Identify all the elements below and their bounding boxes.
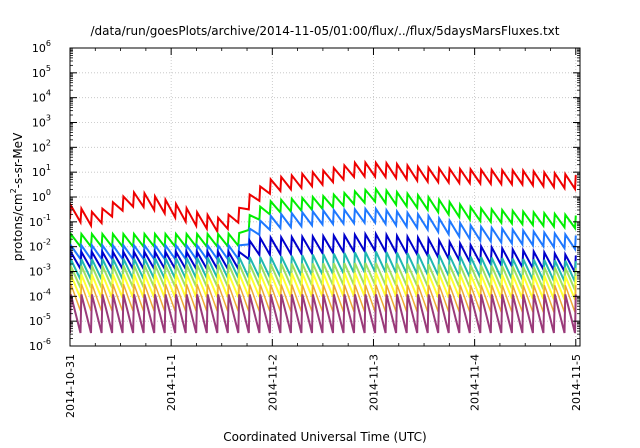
y-tick-label: 101: [32, 163, 51, 179]
y-tick-exponent: 5: [46, 64, 51, 73]
y-tick-base: 10: [32, 42, 46, 55]
y-tick-exponent: -1: [43, 213, 51, 222]
y-tick-base: 10: [29, 241, 43, 254]
y-tick-base: 10: [32, 191, 46, 204]
y-tick-exponent: -5: [43, 312, 51, 321]
y-axis-label: protons/cm2-s-sr-MeV: [9, 132, 25, 261]
y-tick-exponent: 6: [46, 39, 51, 48]
x-tick-label: 2014-11-5: [570, 354, 583, 411]
x-tick-label: 2014-10-31: [64, 354, 77, 418]
y-tick-base: 10: [29, 290, 43, 303]
y-tick-label: 10-2: [29, 238, 51, 254]
y-tick-exponent: -4: [43, 287, 51, 296]
y-tick-exponent: 4: [46, 89, 51, 98]
y-tick-base: 10: [29, 266, 43, 279]
y-axis-label-rest: -s-sr-MeV: [11, 132, 25, 188]
y-tick-exponent: 3: [46, 114, 51, 123]
y-tick-label: 100: [32, 188, 51, 204]
y-tick-label: 10-1: [29, 213, 51, 229]
axis-ticks: [69, 47, 580, 347]
chart-title: /data/run/goesPlots/archive/2014-11-05/0…: [91, 24, 560, 38]
y-tick-base: 10: [32, 141, 46, 154]
y-tick-base: 10: [29, 340, 43, 353]
x-tick-label: 2014-11-1: [165, 354, 178, 411]
y-tick-label: 10-3: [29, 263, 51, 279]
y-axis-label-base: protons/cm: [11, 193, 25, 261]
series-line: [70, 294, 577, 334]
y-tick-label: 102: [32, 138, 51, 154]
series-layer: [70, 159, 577, 334]
series-line: [70, 159, 577, 235]
y-tick-label: 10-6: [29, 337, 51, 353]
y-tick-label: 10-5: [29, 312, 51, 328]
y-axis-tick-labels: 10-610-510-410-310-210-11001011021031041…: [29, 39, 51, 353]
y-tick-label: 103: [32, 114, 51, 130]
y-tick-base: 10: [29, 216, 43, 229]
y-tick-label: 10-4: [29, 287, 51, 303]
x-axis-tick-labels: 2014-10-31 2014-11-1 2014-11-2 2014-11-3 201…: [64, 354, 583, 418]
y-tick-exponent: -2: [43, 238, 51, 247]
y-tick-exponent: 2: [46, 138, 51, 147]
y-tick-exponent: -3: [43, 263, 51, 272]
x-tick-label: 2014-11-2: [266, 354, 279, 411]
y-tick-base: 10: [32, 117, 46, 130]
y-tick-base: 10: [32, 92, 46, 105]
y-tick-label: 106: [32, 39, 51, 55]
y-tick-exponent: -6: [43, 337, 51, 346]
y-tick-base: 10: [32, 67, 46, 80]
x-tick-label: 2014-11-3: [367, 354, 380, 411]
y-tick-base: 10: [29, 315, 43, 328]
y-tick-base: 10: [32, 166, 46, 179]
x-axis-label: Coordinated Universal Time (UTC): [223, 430, 426, 444]
y-tick-label: 105: [32, 64, 51, 80]
y-tick-exponent: 0: [46, 188, 51, 197]
y-tick-exponent: 1: [46, 163, 51, 172]
y-tick-label: 104: [32, 89, 51, 105]
y-axis-label-sup: 2: [9, 188, 18, 193]
x-tick-label: 2014-11-4: [469, 354, 482, 411]
